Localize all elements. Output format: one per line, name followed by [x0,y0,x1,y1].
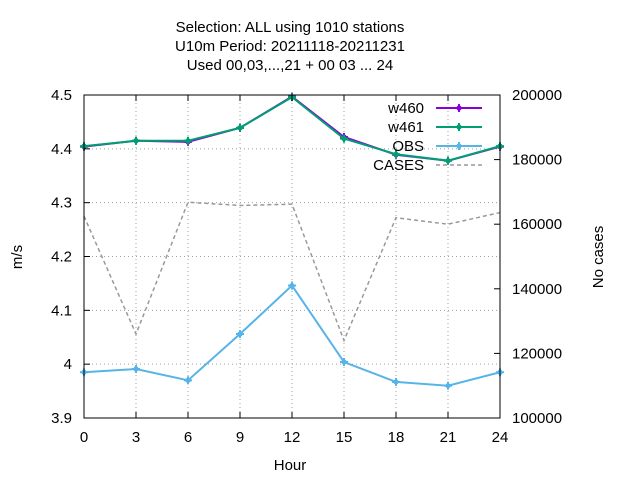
data-point-w461 [133,138,139,144]
x-tick-label: 18 [388,429,405,446]
x-tick-label: 24 [492,429,509,446]
y2-tick-label: 200000 [512,87,562,104]
grid [84,95,500,418]
y-tick-label: 4.4 [51,141,72,158]
legend-label-cases: CASES [373,157,424,174]
y-tick-label: 4.1 [51,302,72,319]
y-tick-label: 3.9 [51,410,72,427]
x-tick-label: 12 [284,429,301,446]
y2-tick-label: 140000 [512,281,562,298]
x-tick-label: 0 [80,429,88,446]
y2-axis-label: No cases [590,226,607,289]
data-point-w461 [185,138,191,144]
axis-ticks: 0 3 6 9 12 15 18 21 24 3.9 4 4.1 4.2 4.3 4.4 4.5 100000 1… [51,87,562,446]
data-point-obs [289,282,295,289]
data-point-obs [237,331,243,337]
legend: w460 w461 OBS CASES [373,100,482,174]
data-point-obs [393,379,399,385]
cases-series [83,201,501,343]
x-tick-label: 3 [132,429,140,446]
y2-tick-label: 100000 [512,410,562,427]
data-point-obs [445,383,451,389]
chart-title-line-1: Selection: ALL using 1010 stations [176,19,405,36]
x-tick-label: 21 [440,429,457,446]
y2-tick-label: 160000 [512,216,562,233]
legend-marker-w461 [456,124,462,130]
speed-series [80,92,504,390]
legend-marker-obs [456,143,462,149]
data-point-obs [341,359,347,365]
chart-title-line-2: U10m Period: 20211118-20211231 [175,38,405,55]
y2-tick-label: 180000 [512,152,562,169]
legend-marker-w460 [456,105,462,111]
data-point-obs [185,377,191,383]
y-tick-label: 4.5 [51,87,72,104]
y-tick-label: 4 [64,356,72,373]
x-tick-label: 9 [236,429,244,446]
y-tick-label: 4.3 [51,195,72,212]
chart-title-line-3: Used 00,03,...,21 + 00 03 ... 24 [187,57,393,74]
legend-label-obs: OBS [392,138,424,155]
chart-title: Selection: ALL using 1010 stations U10m … [175,19,405,74]
data-point-w461 [341,136,347,142]
legend-label-w461: w461 [387,119,424,136]
x-axis-label: Hour [274,457,307,474]
data-point-w461 [393,151,399,157]
x-tick-label: 6 [184,429,192,446]
series-line-cases [83,201,501,343]
data-point-w461 [445,158,451,164]
y2-tick-label: 120000 [512,345,562,362]
x-tick-label: 15 [336,429,353,446]
y-tick-label: 4.2 [51,249,72,266]
data-point-obs [133,366,139,372]
legend-label-w460: w460 [387,100,424,117]
y-axis-label: m/s [9,245,26,269]
data-point-w461 [237,125,243,131]
